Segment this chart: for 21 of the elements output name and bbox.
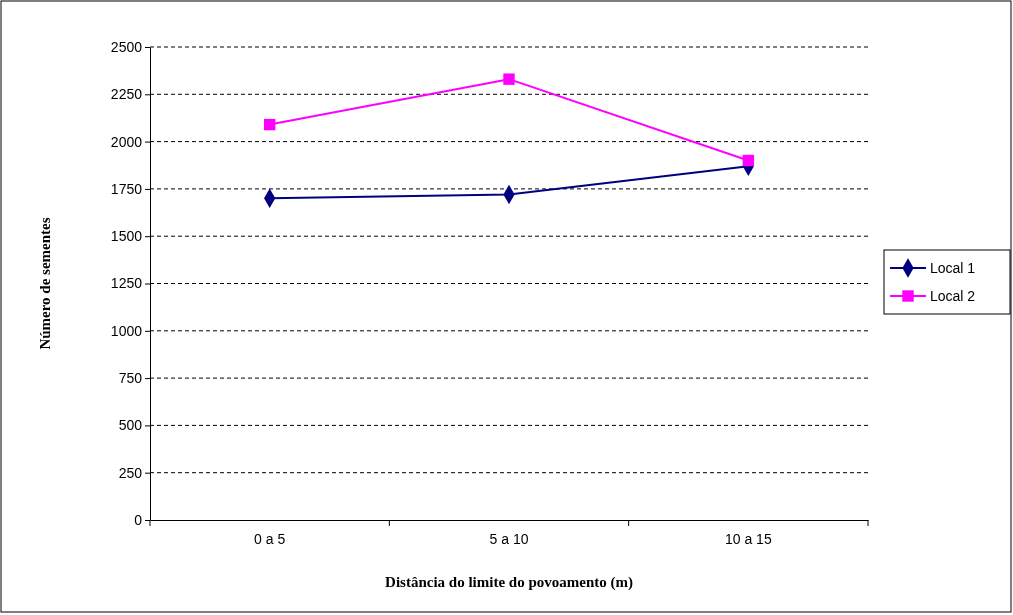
point [742,154,755,167]
y-tick-label: 750 [118,370,143,387]
y-tick-label: 250 [118,464,143,481]
y-axis-title: Número de sementes [37,217,53,350]
point [503,73,515,85]
legend-label: Local 2 [930,288,976,304]
x-tick-label: 10 a 15 [724,530,772,547]
x-axis-title: Distância do limite do povoamento (m) [385,574,633,591]
x-tick-label: 0 a 5 [254,530,286,547]
y-tick-label: 1250 [110,275,143,292]
point [263,118,276,131]
y-tick-label: 1500 [110,228,143,245]
y-tick-label: 2250 [110,86,143,103]
y-tick-label: 0 [134,511,143,528]
y-tick-label: 500 [118,417,143,434]
y-tick-label: 2500 [110,38,143,55]
y-tick-label: 1750 [110,180,143,197]
legend-label: Local 1 [930,260,976,276]
y-tick-label: 1000 [110,322,143,339]
y-tick-label: 2000 [110,133,143,150]
x-tick-label: 5 a 10 [489,530,529,547]
